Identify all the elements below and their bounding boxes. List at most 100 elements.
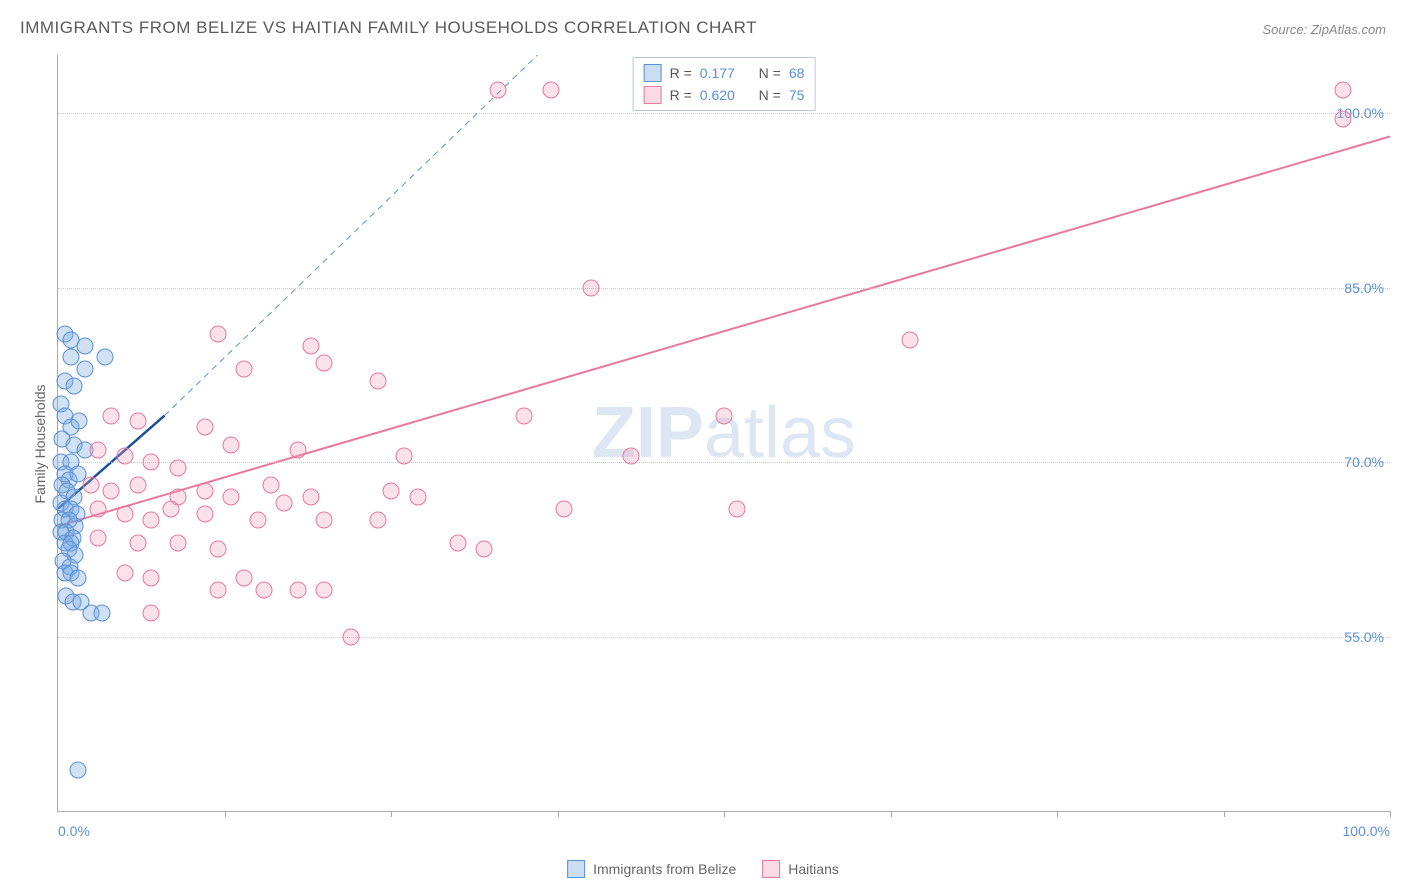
scatter-point [343,628,360,645]
scatter-point [289,442,306,459]
scatter-point [89,529,106,546]
x-tick-label: 0.0% [58,823,90,839]
scatter-point [116,448,133,465]
scatter-point [263,477,280,494]
scatter-point [143,454,160,471]
r-value: 0.177 [700,65,735,81]
y-tick-label: 85.0% [1344,280,1384,296]
scatter-point [316,582,333,599]
scatter-point [223,436,240,453]
x-tick [724,811,725,817]
legend-item: Haitians [762,860,839,878]
scatter-point [129,535,146,552]
scatter-point [83,477,100,494]
watermark-light: atlas [704,393,856,473]
scatter-point [369,512,386,529]
scatter-point [69,570,86,587]
gridline [58,113,1390,114]
n-label: N = [759,65,781,81]
scatter-point [196,506,213,523]
scatter-plot: ZIPatlas R = 0.177 N = 68 R = 0.620 N = … [57,55,1390,812]
scatter-point [236,570,253,587]
scatter-point [303,337,320,354]
stats-legend-row: R = 0.620 N = 75 [644,84,805,106]
scatter-point [89,442,106,459]
scatter-point [69,762,86,779]
scatter-point [449,535,466,552]
gridline [58,462,1390,463]
x-tick [558,811,559,817]
scatter-point [143,512,160,529]
scatter-point [103,483,120,500]
scatter-point [1335,81,1352,98]
gridline [58,288,1390,289]
legend-swatch-blue [644,64,662,82]
chart-title: IMMIGRANTS FROM BELIZE VS HAITIAN FAMILY… [20,18,757,38]
scatter-point [303,488,320,505]
r-label: R = [670,87,692,103]
n-value: 75 [789,87,805,103]
scatter-point [396,448,413,465]
legend-swatch-blue [567,860,585,878]
y-tick-label: 55.0% [1344,629,1384,645]
scatter-point [409,488,426,505]
legend-item: Immigrants from Belize [567,860,736,878]
scatter-point [143,570,160,587]
scatter-point [129,413,146,430]
gridline [58,637,1390,638]
scatter-point [556,500,573,517]
scatter-point [93,605,110,622]
scatter-point [96,349,113,366]
scatter-point [316,512,333,529]
chart-area: Family Households ZIPatlas R = 0.177 N =… [45,55,1390,832]
scatter-point [76,361,93,378]
watermark-bold: ZIP [592,393,704,473]
scatter-point [729,500,746,517]
scatter-point [129,477,146,494]
n-label: N = [759,87,781,103]
x-tick [1224,811,1225,817]
scatter-point [116,564,133,581]
series-legend: Immigrants from Belize Haitians [567,860,839,878]
scatter-point [236,361,253,378]
stats-legend: R = 0.177 N = 68 R = 0.620 N = 75 [633,57,816,111]
scatter-point [476,541,493,558]
scatter-point [209,582,226,599]
legend-swatch-pink [762,860,780,878]
scatter-point [369,372,386,389]
scatter-point [71,413,88,430]
scatter-point [249,512,266,529]
scatter-point [489,81,506,98]
scatter-point [276,494,293,511]
scatter-point [169,459,186,476]
scatter-point [256,582,273,599]
scatter-point [209,326,226,343]
scatter-point [209,541,226,558]
scatter-point [196,419,213,436]
scatter-point [163,500,180,517]
x-tick [391,811,392,817]
y-axis-label: Family Households [32,384,48,503]
source-attribution: Source: ZipAtlas.com [1262,22,1386,37]
scatter-point [103,407,120,424]
legend-label: Immigrants from Belize [593,861,736,877]
scatter-point [223,488,240,505]
x-tick-label: 100.0% [1343,823,1390,839]
scatter-point [316,355,333,372]
scatter-point [383,483,400,500]
y-tick-label: 70.0% [1344,454,1384,470]
legend-swatch-pink [644,86,662,104]
scatter-point [289,582,306,599]
scatter-point [542,81,559,98]
scatter-point [582,279,599,296]
scatter-point [516,407,533,424]
legend-label: Haitians [788,861,839,877]
r-label: R = [670,65,692,81]
r-value: 0.620 [700,87,735,103]
scatter-point [1335,110,1352,127]
scatter-point [89,500,106,517]
scatter-point [716,407,733,424]
x-tick [1390,811,1391,817]
scatter-point [116,506,133,523]
scatter-point [902,331,919,348]
